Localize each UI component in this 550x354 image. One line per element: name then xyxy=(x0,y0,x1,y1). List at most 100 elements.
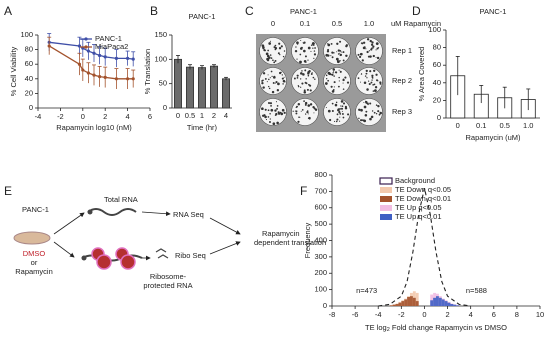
point xyxy=(103,55,107,59)
colony xyxy=(274,109,277,112)
colony xyxy=(336,118,339,121)
colony xyxy=(339,70,342,73)
colony xyxy=(300,86,302,88)
colony xyxy=(331,51,334,54)
unit-label: uM Rapamycin xyxy=(391,19,441,28)
x-tick-label: -4 xyxy=(375,310,382,319)
x-tick-label: 0 xyxy=(81,112,85,121)
panel-label: B xyxy=(150,4,158,18)
colony xyxy=(336,51,338,53)
colony xyxy=(313,53,317,56)
colony xyxy=(342,88,345,90)
colony xyxy=(279,53,281,56)
colony xyxy=(340,100,344,103)
colony xyxy=(299,78,302,80)
colony xyxy=(305,113,307,115)
x-tick-label: 1 xyxy=(200,111,204,120)
ribosomes xyxy=(91,247,136,270)
colony xyxy=(297,103,301,106)
colony xyxy=(295,112,298,115)
legend-marker xyxy=(84,45,88,49)
colony xyxy=(371,41,374,44)
colony xyxy=(304,101,308,105)
colony xyxy=(298,116,300,119)
colony xyxy=(267,116,270,118)
colony xyxy=(338,80,340,82)
colony xyxy=(299,47,303,50)
hist-bar xyxy=(410,296,413,306)
colony xyxy=(372,84,374,86)
colony xyxy=(306,110,309,114)
x-tick-label: 1.0 xyxy=(523,121,533,130)
colony xyxy=(268,121,271,124)
colony xyxy=(276,121,279,125)
y-tick-label: 20 xyxy=(433,95,441,104)
colony xyxy=(275,112,278,116)
colony xyxy=(281,74,283,76)
colony xyxy=(358,117,360,120)
y-tick-label: 800 xyxy=(314,170,327,179)
y-tick-label: 0 xyxy=(29,103,33,112)
colony xyxy=(303,59,307,63)
bar xyxy=(209,65,218,109)
colony xyxy=(281,108,285,112)
chart-title: PANC-1 xyxy=(480,7,507,16)
colony xyxy=(363,119,367,123)
colony xyxy=(297,120,300,123)
panel-label: A xyxy=(4,4,12,18)
hist-bar xyxy=(389,305,393,306)
colony xyxy=(332,72,334,74)
colony xyxy=(367,103,369,106)
colony xyxy=(307,59,309,61)
colony xyxy=(347,113,350,116)
arrow xyxy=(141,211,171,217)
colony xyxy=(296,77,299,79)
hist-bar xyxy=(415,292,419,306)
colony xyxy=(327,79,330,82)
well xyxy=(323,37,351,65)
colony xyxy=(363,81,367,84)
colony xyxy=(338,110,340,112)
colony xyxy=(339,107,341,110)
colony xyxy=(336,42,339,45)
colony xyxy=(274,75,276,77)
y-tick-label: 100 xyxy=(154,54,167,63)
colony xyxy=(365,69,368,72)
rna-seq-label: RNA Seq xyxy=(173,210,204,219)
colony xyxy=(334,103,338,107)
colony xyxy=(307,113,309,115)
colony xyxy=(312,76,315,79)
colony xyxy=(342,102,346,105)
hist-bar xyxy=(415,301,419,306)
y-tick-label: 60 xyxy=(433,60,441,69)
treatment: or xyxy=(31,258,38,267)
colony xyxy=(281,77,284,80)
colony xyxy=(375,49,377,51)
hist-bar xyxy=(395,304,399,306)
hist-bar xyxy=(412,297,416,306)
colony xyxy=(362,41,366,44)
colony xyxy=(368,50,371,52)
colony xyxy=(303,90,307,94)
point xyxy=(126,56,130,60)
colony xyxy=(368,80,370,82)
colony xyxy=(266,81,268,83)
colony xyxy=(297,85,300,88)
wells xyxy=(259,37,383,126)
row-label: Rep 2 xyxy=(392,76,412,85)
colony xyxy=(262,86,265,89)
colony xyxy=(340,107,344,110)
colony xyxy=(340,105,342,107)
point xyxy=(131,77,135,81)
colony xyxy=(364,113,368,117)
colony xyxy=(299,116,301,118)
colony xyxy=(359,55,362,59)
ribosome xyxy=(120,254,136,270)
treatment: Rapamycin xyxy=(15,267,53,276)
colony xyxy=(261,107,264,111)
colony xyxy=(299,53,302,56)
colony xyxy=(342,78,345,82)
colony xyxy=(296,41,299,45)
arrow xyxy=(53,212,85,235)
colony xyxy=(375,42,379,46)
